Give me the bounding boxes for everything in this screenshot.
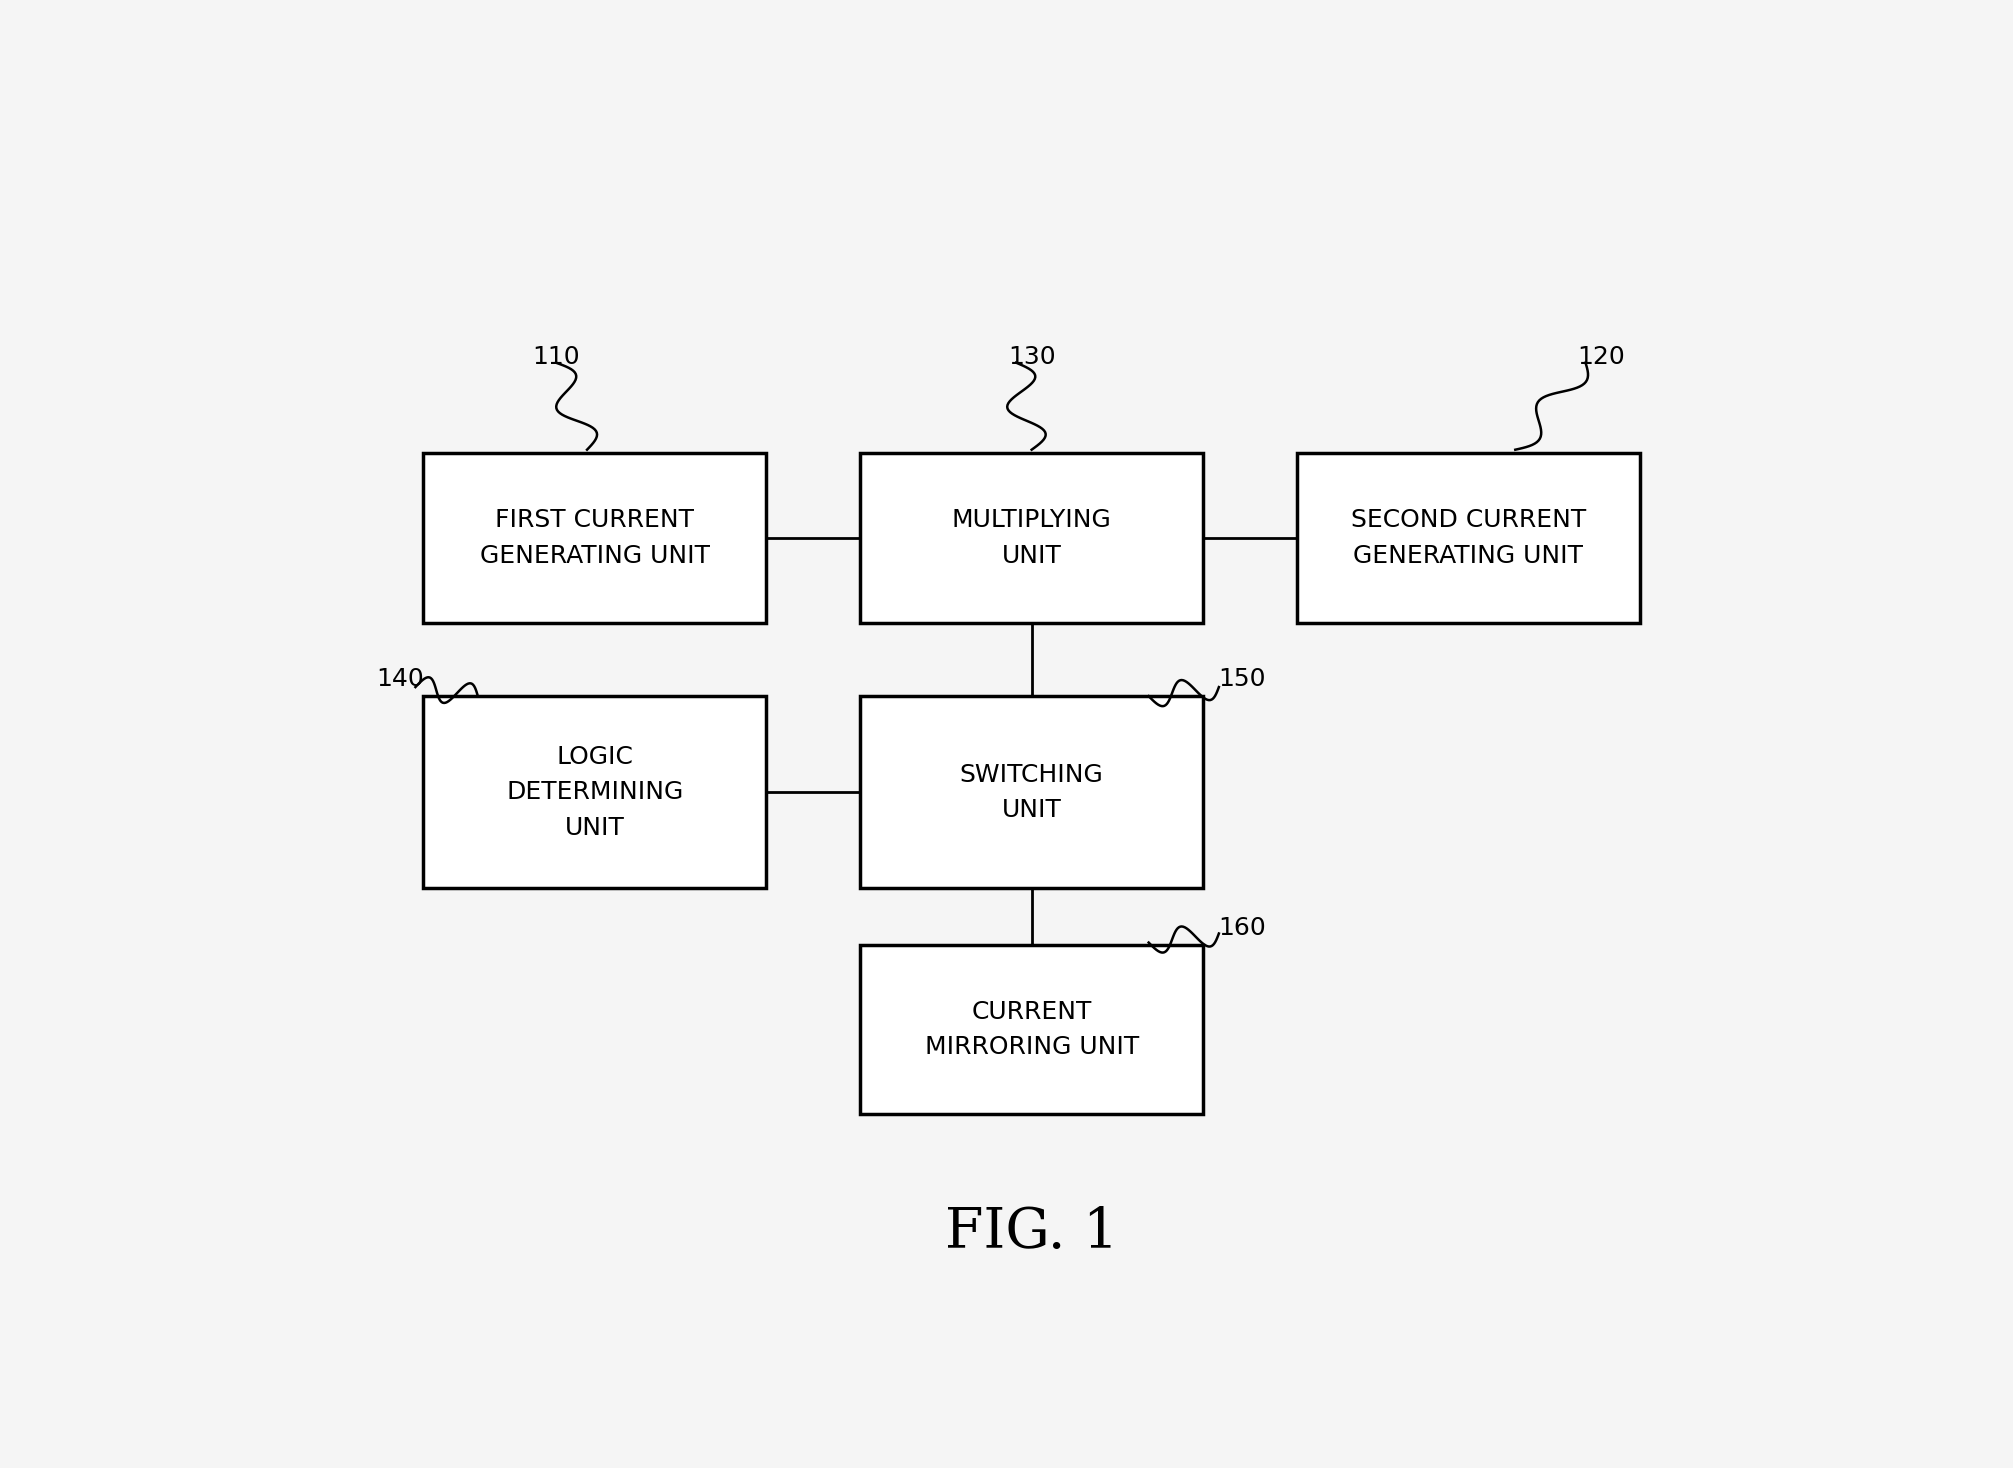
Text: SECOND CURRENT
GENERATING UNIT: SECOND CURRENT GENERATING UNIT (1351, 508, 1586, 568)
Bar (860, 696, 1204, 888)
Text: 110: 110 (531, 345, 580, 368)
Text: 120: 120 (1578, 345, 1624, 368)
Text: FIRST CURRENT
GENERATING UNIT: FIRST CURRENT GENERATING UNIT (479, 508, 711, 568)
Bar (860, 945, 1204, 1114)
Bar (860, 454, 1204, 622)
Text: MULTIPLYING
UNIT: MULTIPLYING UNIT (952, 508, 1111, 568)
Text: 130: 130 (1009, 345, 1055, 368)
Bar (1296, 454, 1641, 622)
Bar (423, 696, 767, 888)
Text: CURRENT
MIRRORING UNIT: CURRENT MIRRORING UNIT (924, 1000, 1139, 1060)
Bar (423, 454, 767, 622)
Text: LOGIC
DETERMINING
UNIT: LOGIC DETERMINING UNIT (505, 744, 684, 840)
Text: FIG. 1: FIG. 1 (944, 1205, 1119, 1261)
Text: SWITCHING
UNIT: SWITCHING UNIT (960, 762, 1103, 822)
Text: 140: 140 (376, 666, 423, 691)
Text: 160: 160 (1218, 916, 1266, 940)
Text: 150: 150 (1218, 666, 1266, 691)
